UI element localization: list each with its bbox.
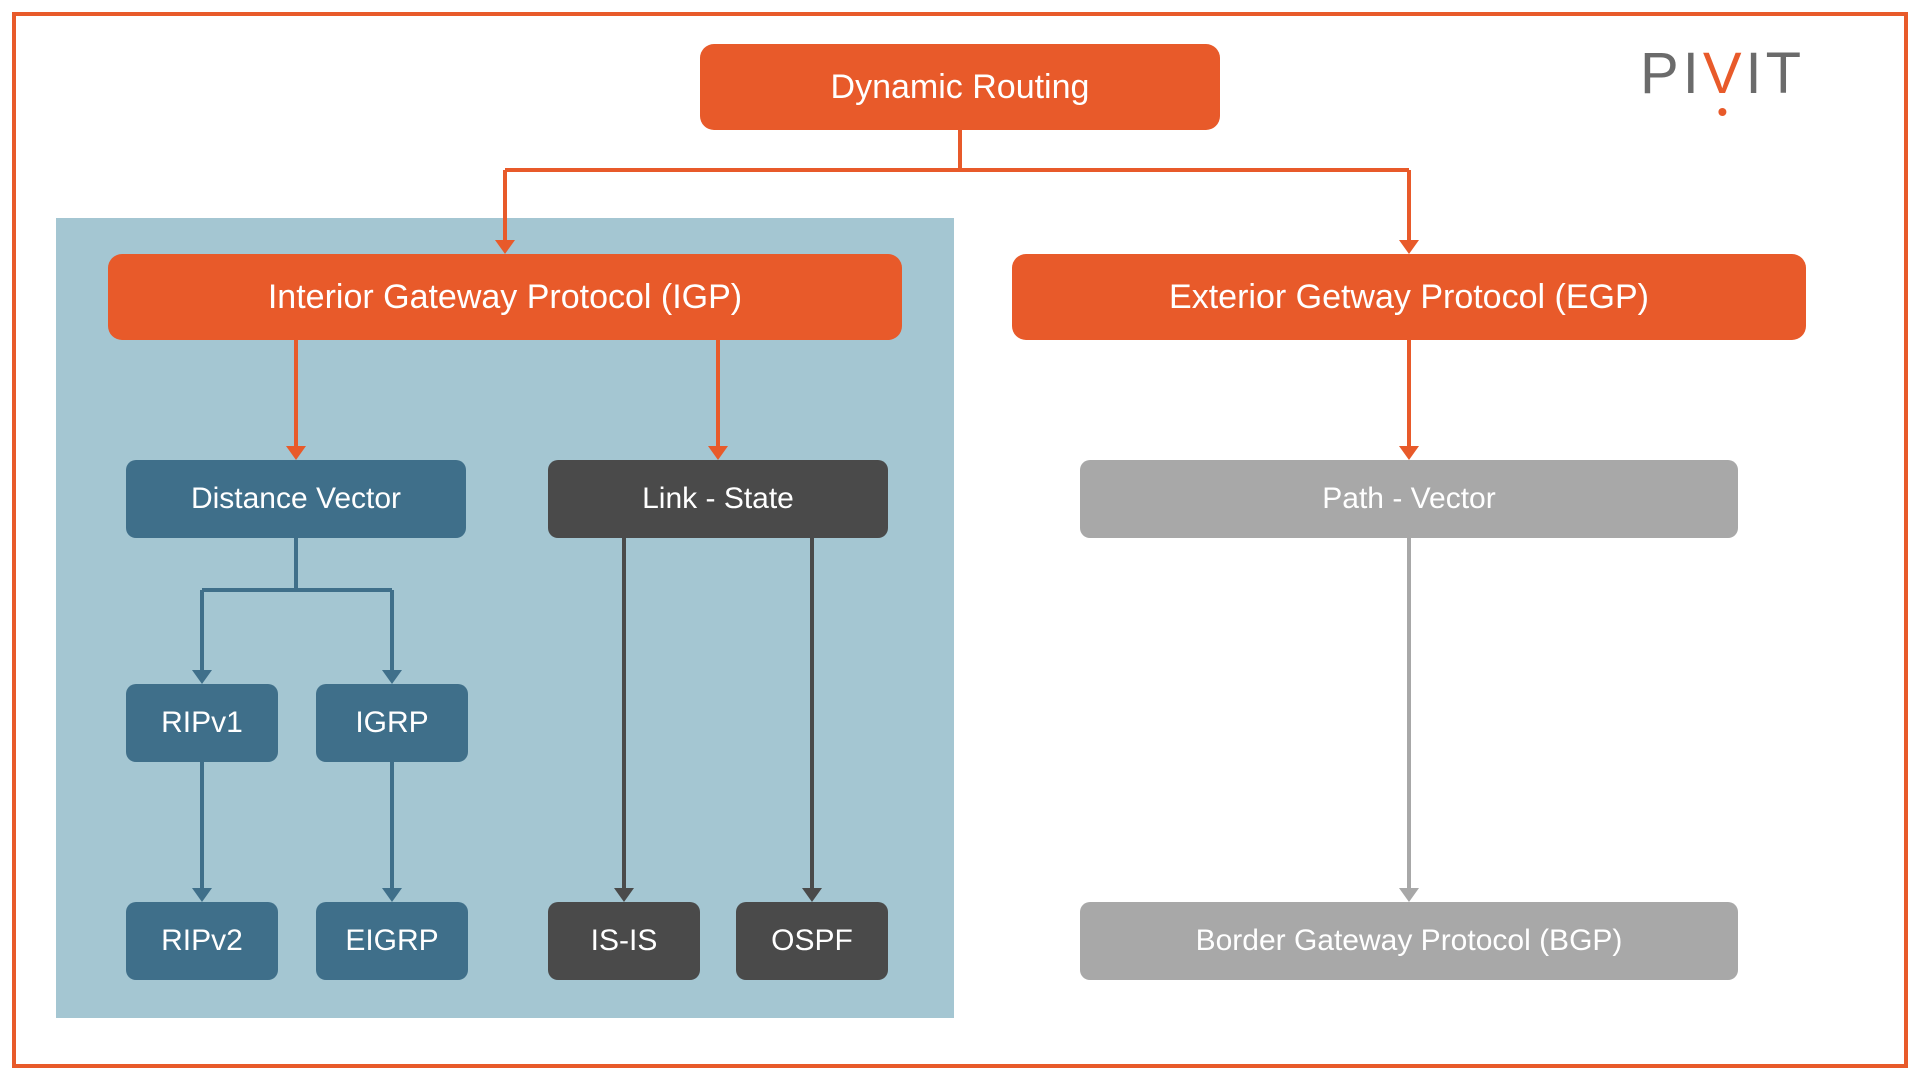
node-eigrp: EIGRP [316,902,468,980]
node-label: Distance Vector [191,482,401,516]
node-label: OSPF [771,924,853,958]
node-label: Exterior Getway Protocol (EGP) [1169,278,1649,317]
node-distvec: Distance Vector [126,460,466,538]
arrowhead-icon [286,446,306,460]
logo-letter: V [1703,41,1746,106]
node-bgp: Border Gateway Protocol (BGP) [1080,902,1738,980]
node-label: Dynamic Routing [831,68,1090,107]
node-label: RIPv2 [161,924,243,958]
arrowhead-icon [614,888,634,902]
node-label: RIPv1 [161,706,243,740]
node-label: Border Gateway Protocol (BGP) [1196,924,1623,958]
brand-logo: PIVIT [1640,40,1805,107]
arrowhead-icon [495,240,515,254]
node-ospf: OSPF [736,902,888,980]
arrowhead-icon [382,670,402,684]
node-label: Link - State [642,482,794,516]
node-ripv1: RIPv1 [126,684,278,762]
node-root: Dynamic Routing [700,44,1220,130]
arrowhead-icon [1399,888,1419,902]
arrowhead-icon [708,446,728,460]
arrowhead-icon [382,888,402,902]
logo-letter: I [1746,41,1766,106]
edge-distvec-split [202,538,392,674]
node-label: EIGRP [345,924,438,958]
edge-igp-split [296,340,718,450]
node-igp: Interior Gateway Protocol (IGP) [108,254,902,340]
logo-dot-icon [1719,108,1727,116]
node-label: IGRP [355,706,428,740]
edge-root-split [505,130,1409,244]
diagram-viewport: Dynamic Routing Interior Gateway Protocol… [0,0,1920,1080]
arrowhead-icon [1399,446,1419,460]
node-isis: IS-IS [548,902,700,980]
node-ripv2: RIPv2 [126,902,278,980]
node-label: Interior Gateway Protocol (IGP) [268,278,742,317]
arrowhead-icon [192,670,212,684]
node-egp: Exterior Getway Protocol (EGP) [1012,254,1806,340]
node-label: IS-IS [591,924,658,958]
node-pathvec: Path - Vector [1080,460,1738,538]
arrowhead-icon [1399,240,1419,254]
node-label: Path - Vector [1322,482,1495,516]
node-igrp: IGRP [316,684,468,762]
node-linkstate: Link - State [548,460,888,538]
arrowhead-icon [802,888,822,902]
logo-letter: I [1683,41,1703,106]
arrowhead-icon [192,888,212,902]
logo-letter: T [1766,41,1805,106]
logo-letter: P [1640,41,1683,106]
